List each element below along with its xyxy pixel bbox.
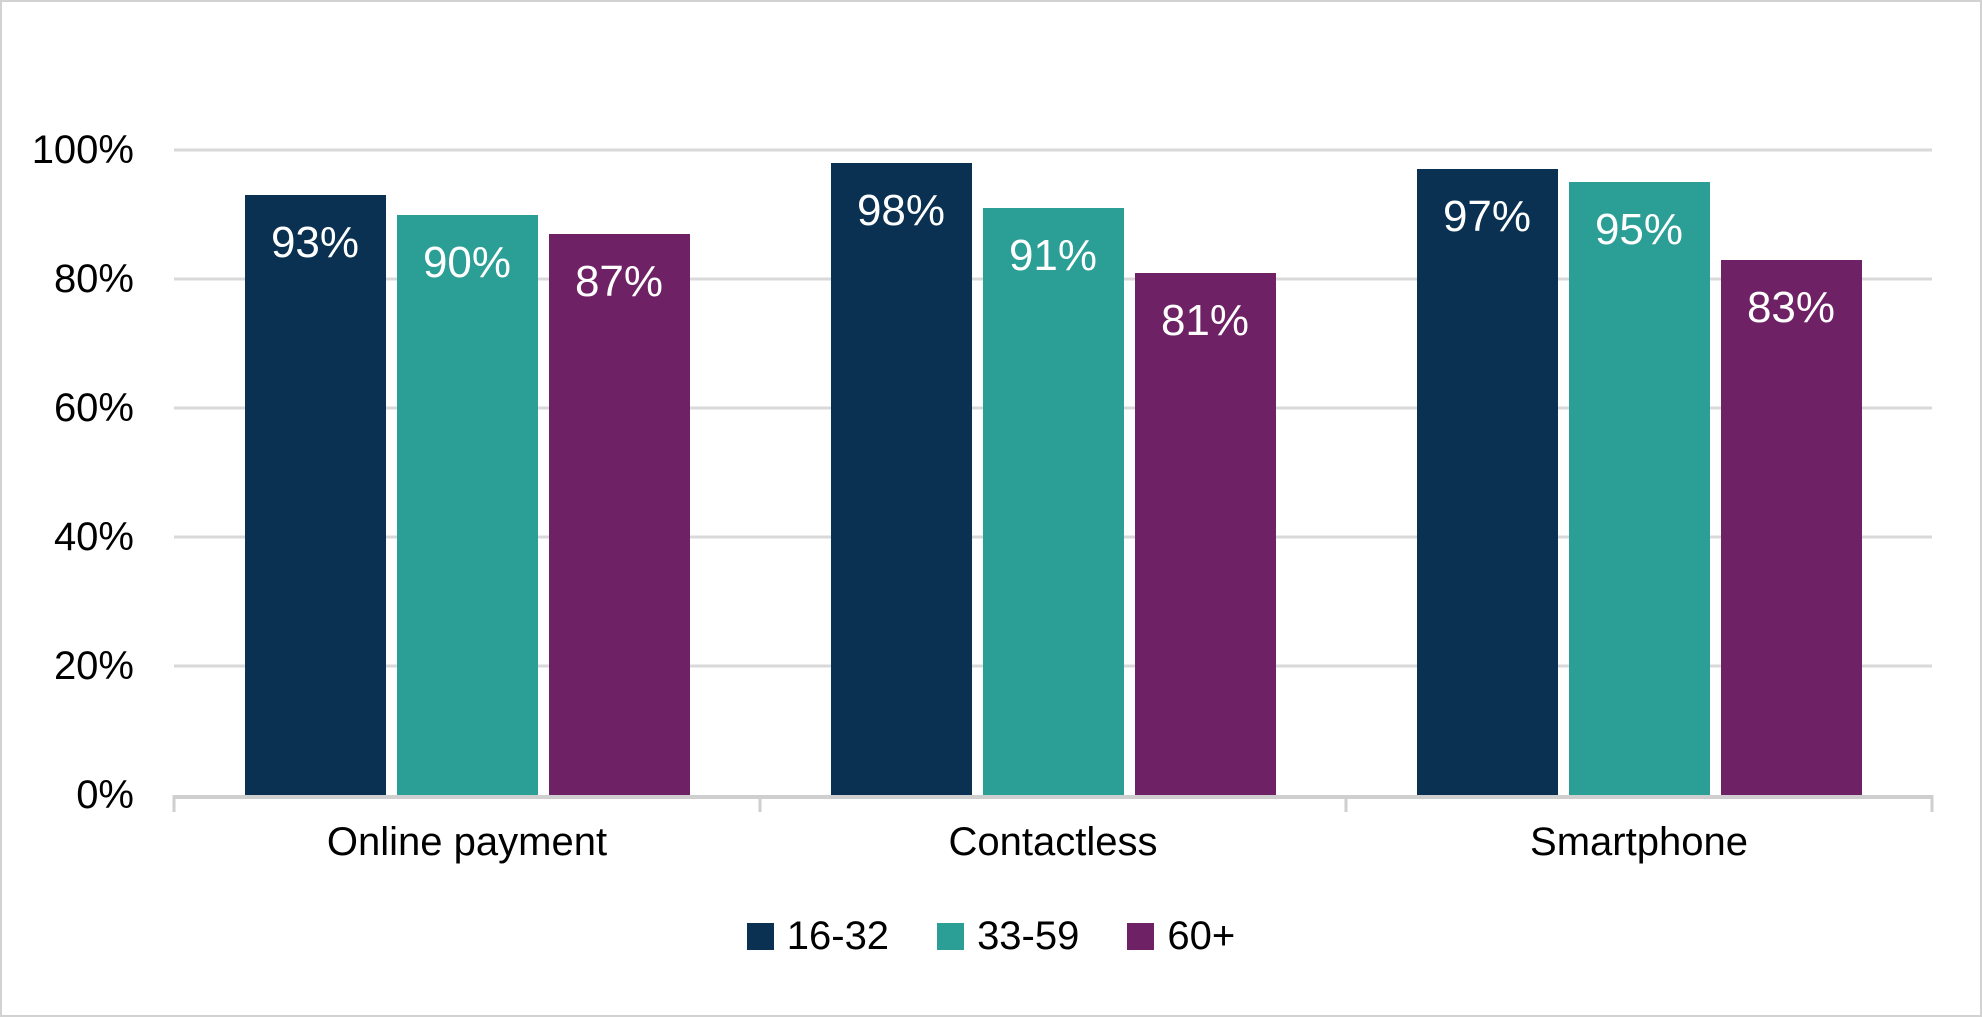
bar-group: 93% 90% 87%: [174, 150, 760, 795]
x-axis-line: [174, 795, 1932, 799]
bar: 95%: [1568, 182, 1710, 795]
legend-item: 33-59: [937, 916, 1079, 956]
bar: 83%: [1720, 259, 1862, 795]
bar-data-label: 91%: [1008, 231, 1098, 281]
bar: 97%: [1416, 169, 1558, 795]
bar: 81%: [1134, 272, 1276, 795]
y-axis-tick-label: 40%: [53, 515, 134, 559]
legend-swatch-icon: [1127, 922, 1155, 950]
bar-data-label: 98%: [856, 185, 946, 235]
plot-area: 93% 90% 87% 98% 91% 81% 97% 95% 83%: [172, 148, 1934, 812]
x-axis-tick: [172, 795, 176, 812]
legend-item: 16-32: [746, 914, 890, 958]
bar-data-label: 87%: [574, 256, 664, 306]
x-axis-labels: Online payment Contactless Smartphone: [174, 822, 1932, 862]
bar-data-label: 93%: [270, 218, 360, 268]
y-axis-labels: 0% 20% 40% 60% 80% 100%: [2, 130, 134, 815]
bar-group: 98% 91% 81%: [760, 150, 1346, 795]
bar: 90%: [396, 214, 538, 795]
bar-data-label: 90%: [422, 237, 512, 287]
y-axis-tick-label: 0%: [76, 773, 134, 817]
legend-swatch-icon: [746, 922, 774, 950]
bar-groups-layer: 93% 90% 87% 98% 91% 81% 97% 95% 83%: [174, 150, 1932, 795]
bar-data-label: 95%: [1594, 205, 1684, 255]
y-axis-tick-label: 60%: [53, 386, 134, 430]
legend-label: 33-59: [977, 914, 1080, 958]
bar-group: 97% 95% 83%: [1346, 150, 1932, 795]
x-axis-tick: [1344, 795, 1348, 812]
x-axis-tick: [758, 795, 762, 812]
legend-item: 60+: [1127, 916, 1235, 956]
x-axis-tick: [1930, 795, 1934, 812]
y-axis-tick-label: 20%: [53, 644, 134, 688]
gridline: [174, 148, 1932, 152]
bar: 87%: [548, 233, 690, 795]
legend-label: 16-32: [786, 914, 890, 958]
y-axis-tick-label: 80%: [53, 257, 134, 301]
bar: 98%: [830, 162, 972, 795]
y-axis-tick-label: 100%: [31, 128, 134, 172]
legend: 16-32 33-59 60+: [2, 916, 1980, 956]
legend-label: 60+: [1167, 914, 1236, 958]
bar: 93%: [244, 195, 386, 795]
bar: 91%: [982, 208, 1124, 795]
category-label: Online payment: [326, 820, 608, 864]
bar-data-label: 81%: [1160, 295, 1250, 345]
legend-swatch-icon: [937, 922, 965, 950]
bar-data-label: 97%: [1442, 192, 1532, 242]
category-label: Contactless: [948, 820, 1158, 864]
category-label: Smartphone: [1530, 820, 1748, 864]
bar-data-label: 83%: [1746, 282, 1836, 332]
